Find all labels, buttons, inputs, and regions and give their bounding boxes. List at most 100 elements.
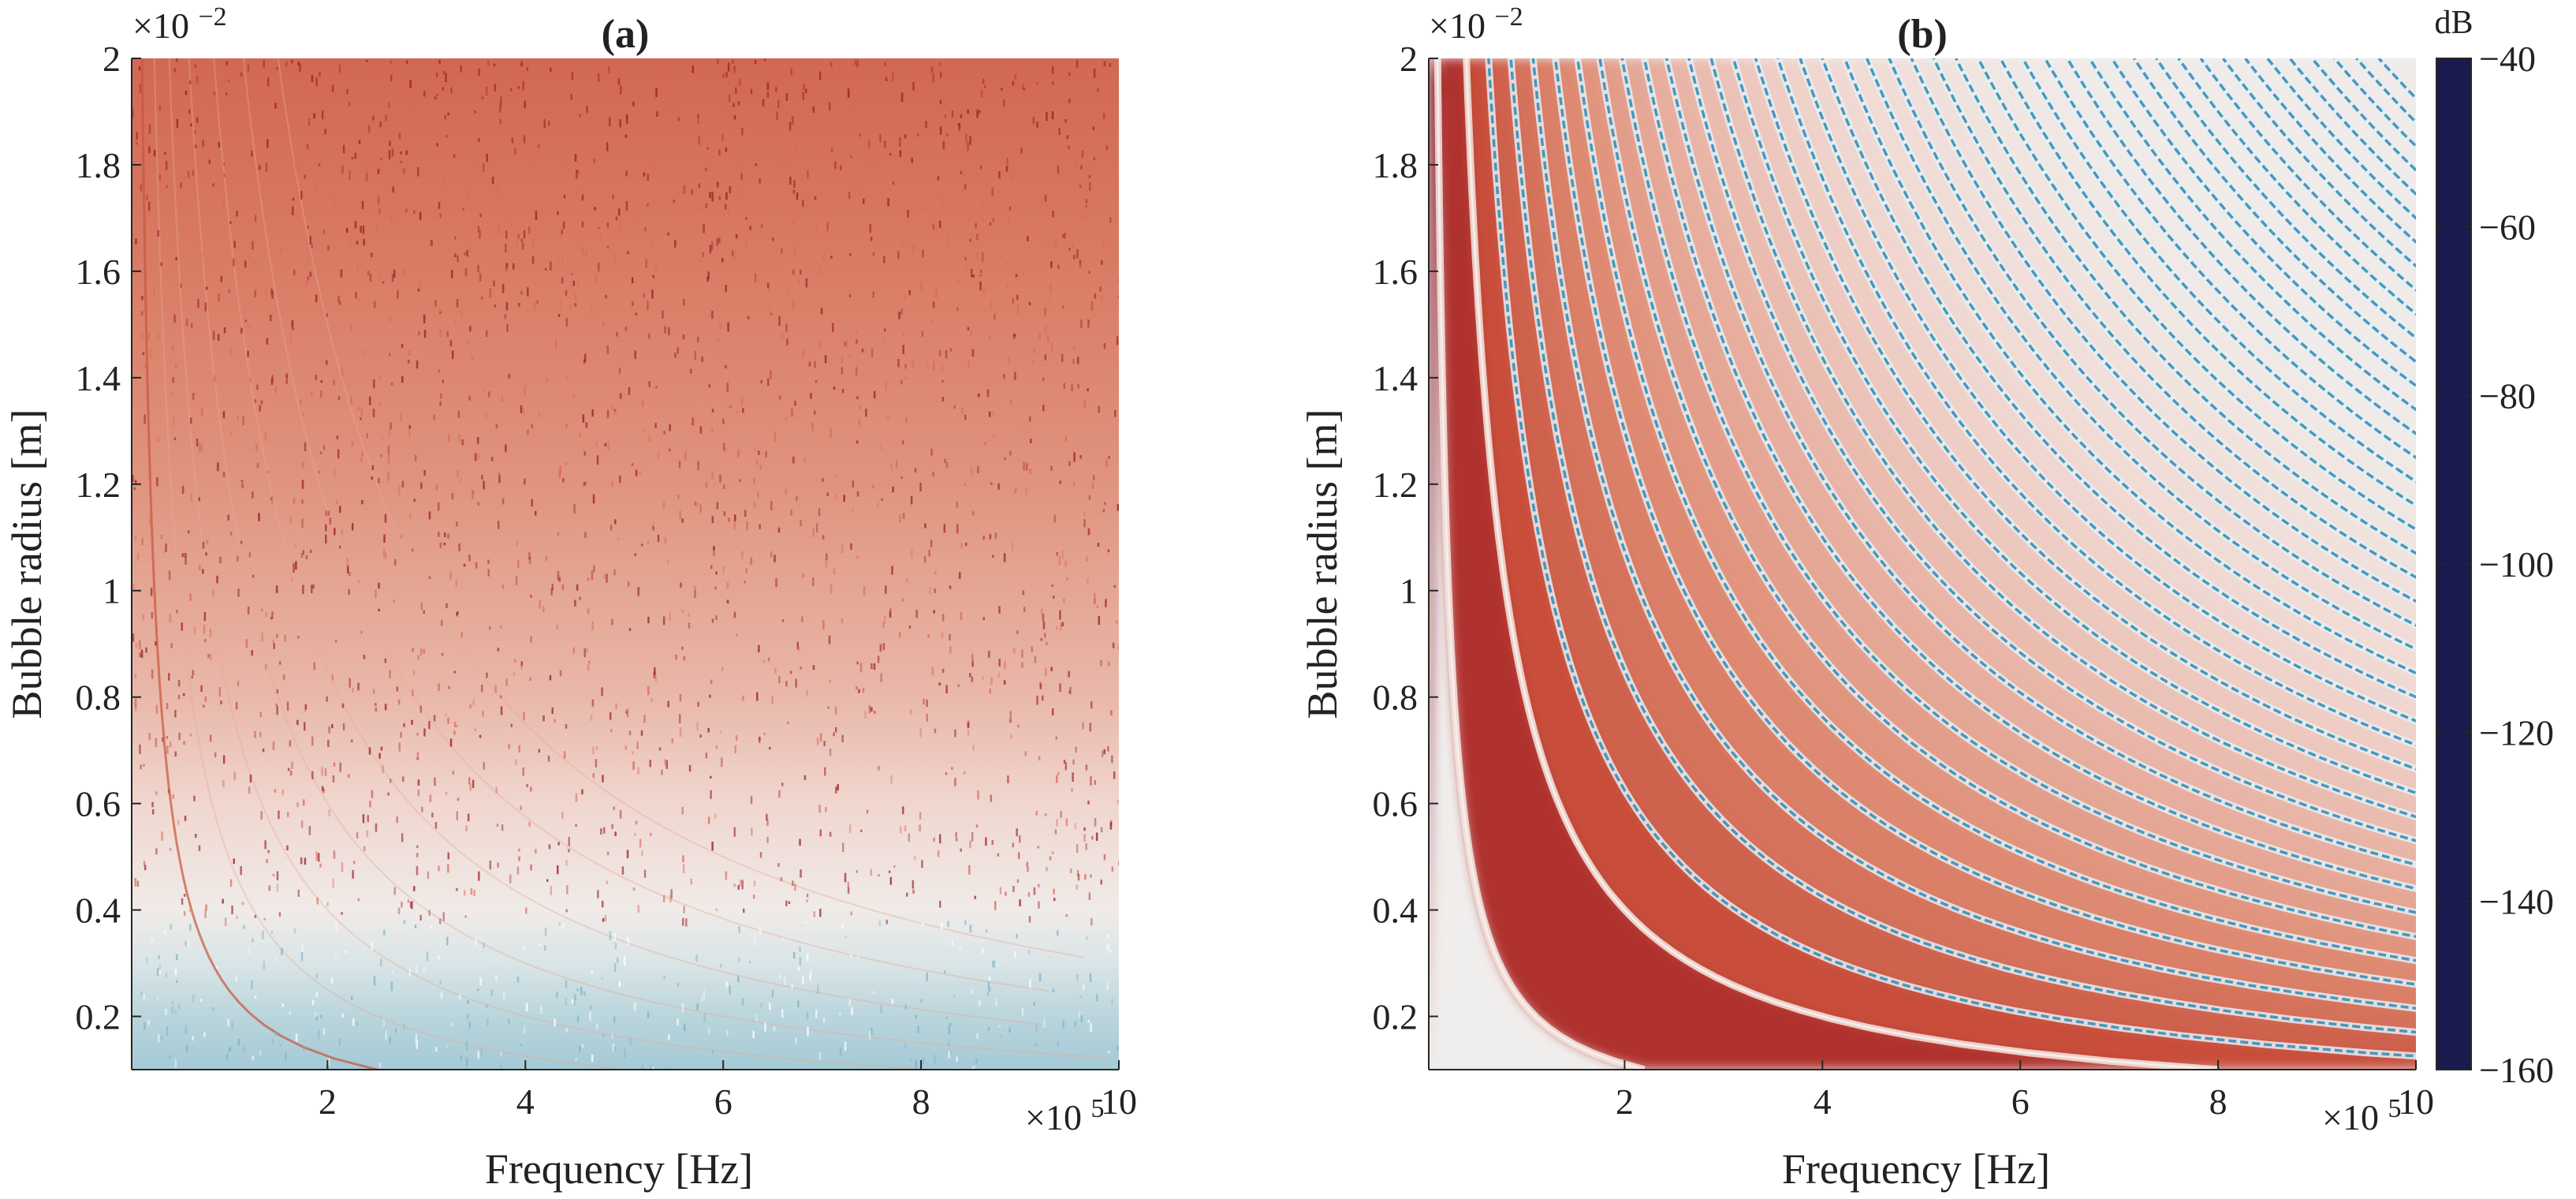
panel-a-speckle-mark (715, 571, 718, 575)
panel-a-speckle-mark (188, 109, 191, 114)
panel-a-speckle-mark (270, 378, 274, 385)
panel-a-speckle-mark (158, 174, 161, 181)
panel-a-speckle-mark (723, 484, 725, 490)
panel-a-speckle-mark (479, 230, 481, 239)
panel-a-speckle-mark (447, 533, 449, 539)
panel-a-speckle-mark (850, 911, 852, 916)
panel-a-speckle-mark (231, 1022, 233, 1029)
panel-a-speckle-mark (1101, 260, 1103, 265)
panel-a-speckle-mark (447, 864, 449, 873)
panel-a-speckle-mark (692, 416, 695, 426)
panel-a-speckle-mark (450, 1022, 453, 1027)
panel-a-speckle-mark (602, 917, 605, 922)
panel-a-speckle-mark (522, 767, 524, 776)
panel-a-speckle-mark (318, 163, 321, 166)
panel-a-speckle-mark (1001, 88, 1003, 91)
panel-a-speckle-mark (237, 1039, 240, 1046)
panel-a-speckle-mark (922, 170, 924, 176)
panel-a-speckle-mark (992, 411, 995, 416)
panel-b-null-curve (1553, 58, 2416, 986)
panel-a-curve (213, 58, 1042, 1025)
panel-a-speckle-mark (281, 1003, 285, 1007)
panel-a-speckle-mark (1026, 462, 1028, 471)
panel-a-speckle-mark (497, 521, 500, 529)
panel-b-null-halo (2019, 58, 2416, 486)
panel-a-speckle-mark (240, 480, 244, 483)
panel-a-speckle-mark (268, 885, 271, 891)
panel-a-speckle-mark (992, 555, 994, 558)
panel-a-speckle-mark (239, 74, 241, 83)
panel-b-null-curve (1642, 58, 2416, 891)
panel-a-speckle-mark (949, 646, 952, 654)
panel-a-speckle-mark (634, 350, 636, 359)
panel-a-speckle-mark (237, 415, 239, 421)
panel-a-speckle-mark (870, 101, 874, 108)
panel-a-speckle-mark (269, 315, 272, 321)
panel-a-speckle-mark (320, 380, 323, 383)
panel-a-speckle-mark (939, 900, 941, 908)
panel-a-speckle-mark (397, 289, 399, 299)
panel-a-speckle-mark (350, 396, 352, 405)
panel-a-speckle-mark (813, 155, 815, 160)
panel-a-speckle-mark (753, 937, 756, 945)
panel-a-speckle-mark (969, 136, 971, 145)
panel-a-speckle-mark (897, 180, 900, 185)
panel-a-speckle-mark (856, 869, 858, 873)
panel-a-speckle-mark (777, 527, 781, 533)
panel-a-speckle-mark (967, 142, 969, 151)
panel-a-speckle-mark (748, 960, 751, 964)
panel-a-speckle-mark (204, 697, 207, 702)
panel-a-speckle-mark (1092, 126, 1094, 130)
panel-a-speckle-mark (510, 222, 513, 227)
panel-a-speckle-mark (848, 110, 851, 119)
panel-a-speckle-mark (833, 567, 836, 575)
panel-a-speckle-mark (624, 327, 628, 331)
panel-a-speckle-mark (1093, 91, 1095, 99)
panel-a-speckle-mark (259, 405, 261, 412)
panel-a-speckle-mark (367, 815, 369, 823)
panel-a-speckle-mark (267, 850, 270, 853)
panel-a-speckle-mark (1042, 695, 1044, 701)
panel-a-speckle-mark (854, 59, 856, 65)
panel-a-speckle-mark (883, 256, 885, 263)
panel-a-speckle-mark (1094, 592, 1096, 599)
panel-a-speckle-mark (885, 382, 887, 391)
panel-a-speckle-mark (389, 140, 391, 147)
panel-a-speckle-mark (591, 621, 594, 631)
panel-a-speckle-mark (577, 282, 580, 289)
panel-a-speckle-mark (302, 550, 305, 555)
panel-a-speckle-mark (725, 102, 727, 110)
panel-a-speckle-mark (520, 238, 524, 243)
panel-a-speckle-mark (889, 876, 893, 885)
panel-a-speckle-mark (304, 174, 306, 179)
panel-a-speckle-mark (744, 581, 746, 584)
panel-a-speckle-mark (1066, 577, 1068, 581)
panel-a-speckle-mark (852, 508, 854, 513)
panel-a-speckle-mark (328, 809, 330, 816)
panel-a-speckle-mark (1010, 734, 1012, 739)
panel-a-speckle-mark (632, 301, 634, 306)
panel-a-speckle-mark (897, 251, 900, 260)
panel-a-speckle-mark (1012, 297, 1014, 304)
panel-a-speckle-mark (1074, 823, 1077, 830)
panel-a-speckle-mark (932, 301, 935, 308)
panel-a-speckle-mark (1042, 621, 1046, 629)
panel-a-speckle-mark (373, 976, 376, 986)
panel-a-speckle-mark (754, 60, 757, 65)
panel-a-speckle-mark (1009, 719, 1012, 723)
panel-a-speckle-mark (547, 755, 550, 762)
panel-a-speckle-mark (728, 94, 731, 103)
panel-a-speckle-mark (632, 751, 634, 755)
panel-a-speckle-mark (401, 375, 404, 383)
panel-a-speckle-mark (785, 488, 787, 495)
panel-a-speckle-mark (478, 137, 480, 142)
panel-a-speckle-mark (1009, 450, 1012, 456)
x-tick-label: 10 (1101, 1081, 1137, 1122)
panel-a-speckle-mark (788, 121, 792, 131)
panel-a-speckle-mark (400, 160, 402, 163)
panel-a-speckle-mark (989, 222, 992, 226)
panel-a-speckle-mark (346, 558, 349, 567)
panel-a-speckle-mark (870, 707, 873, 712)
panel-a-speckle-mark (304, 857, 307, 865)
panel-a-speckle-mark (792, 456, 795, 464)
